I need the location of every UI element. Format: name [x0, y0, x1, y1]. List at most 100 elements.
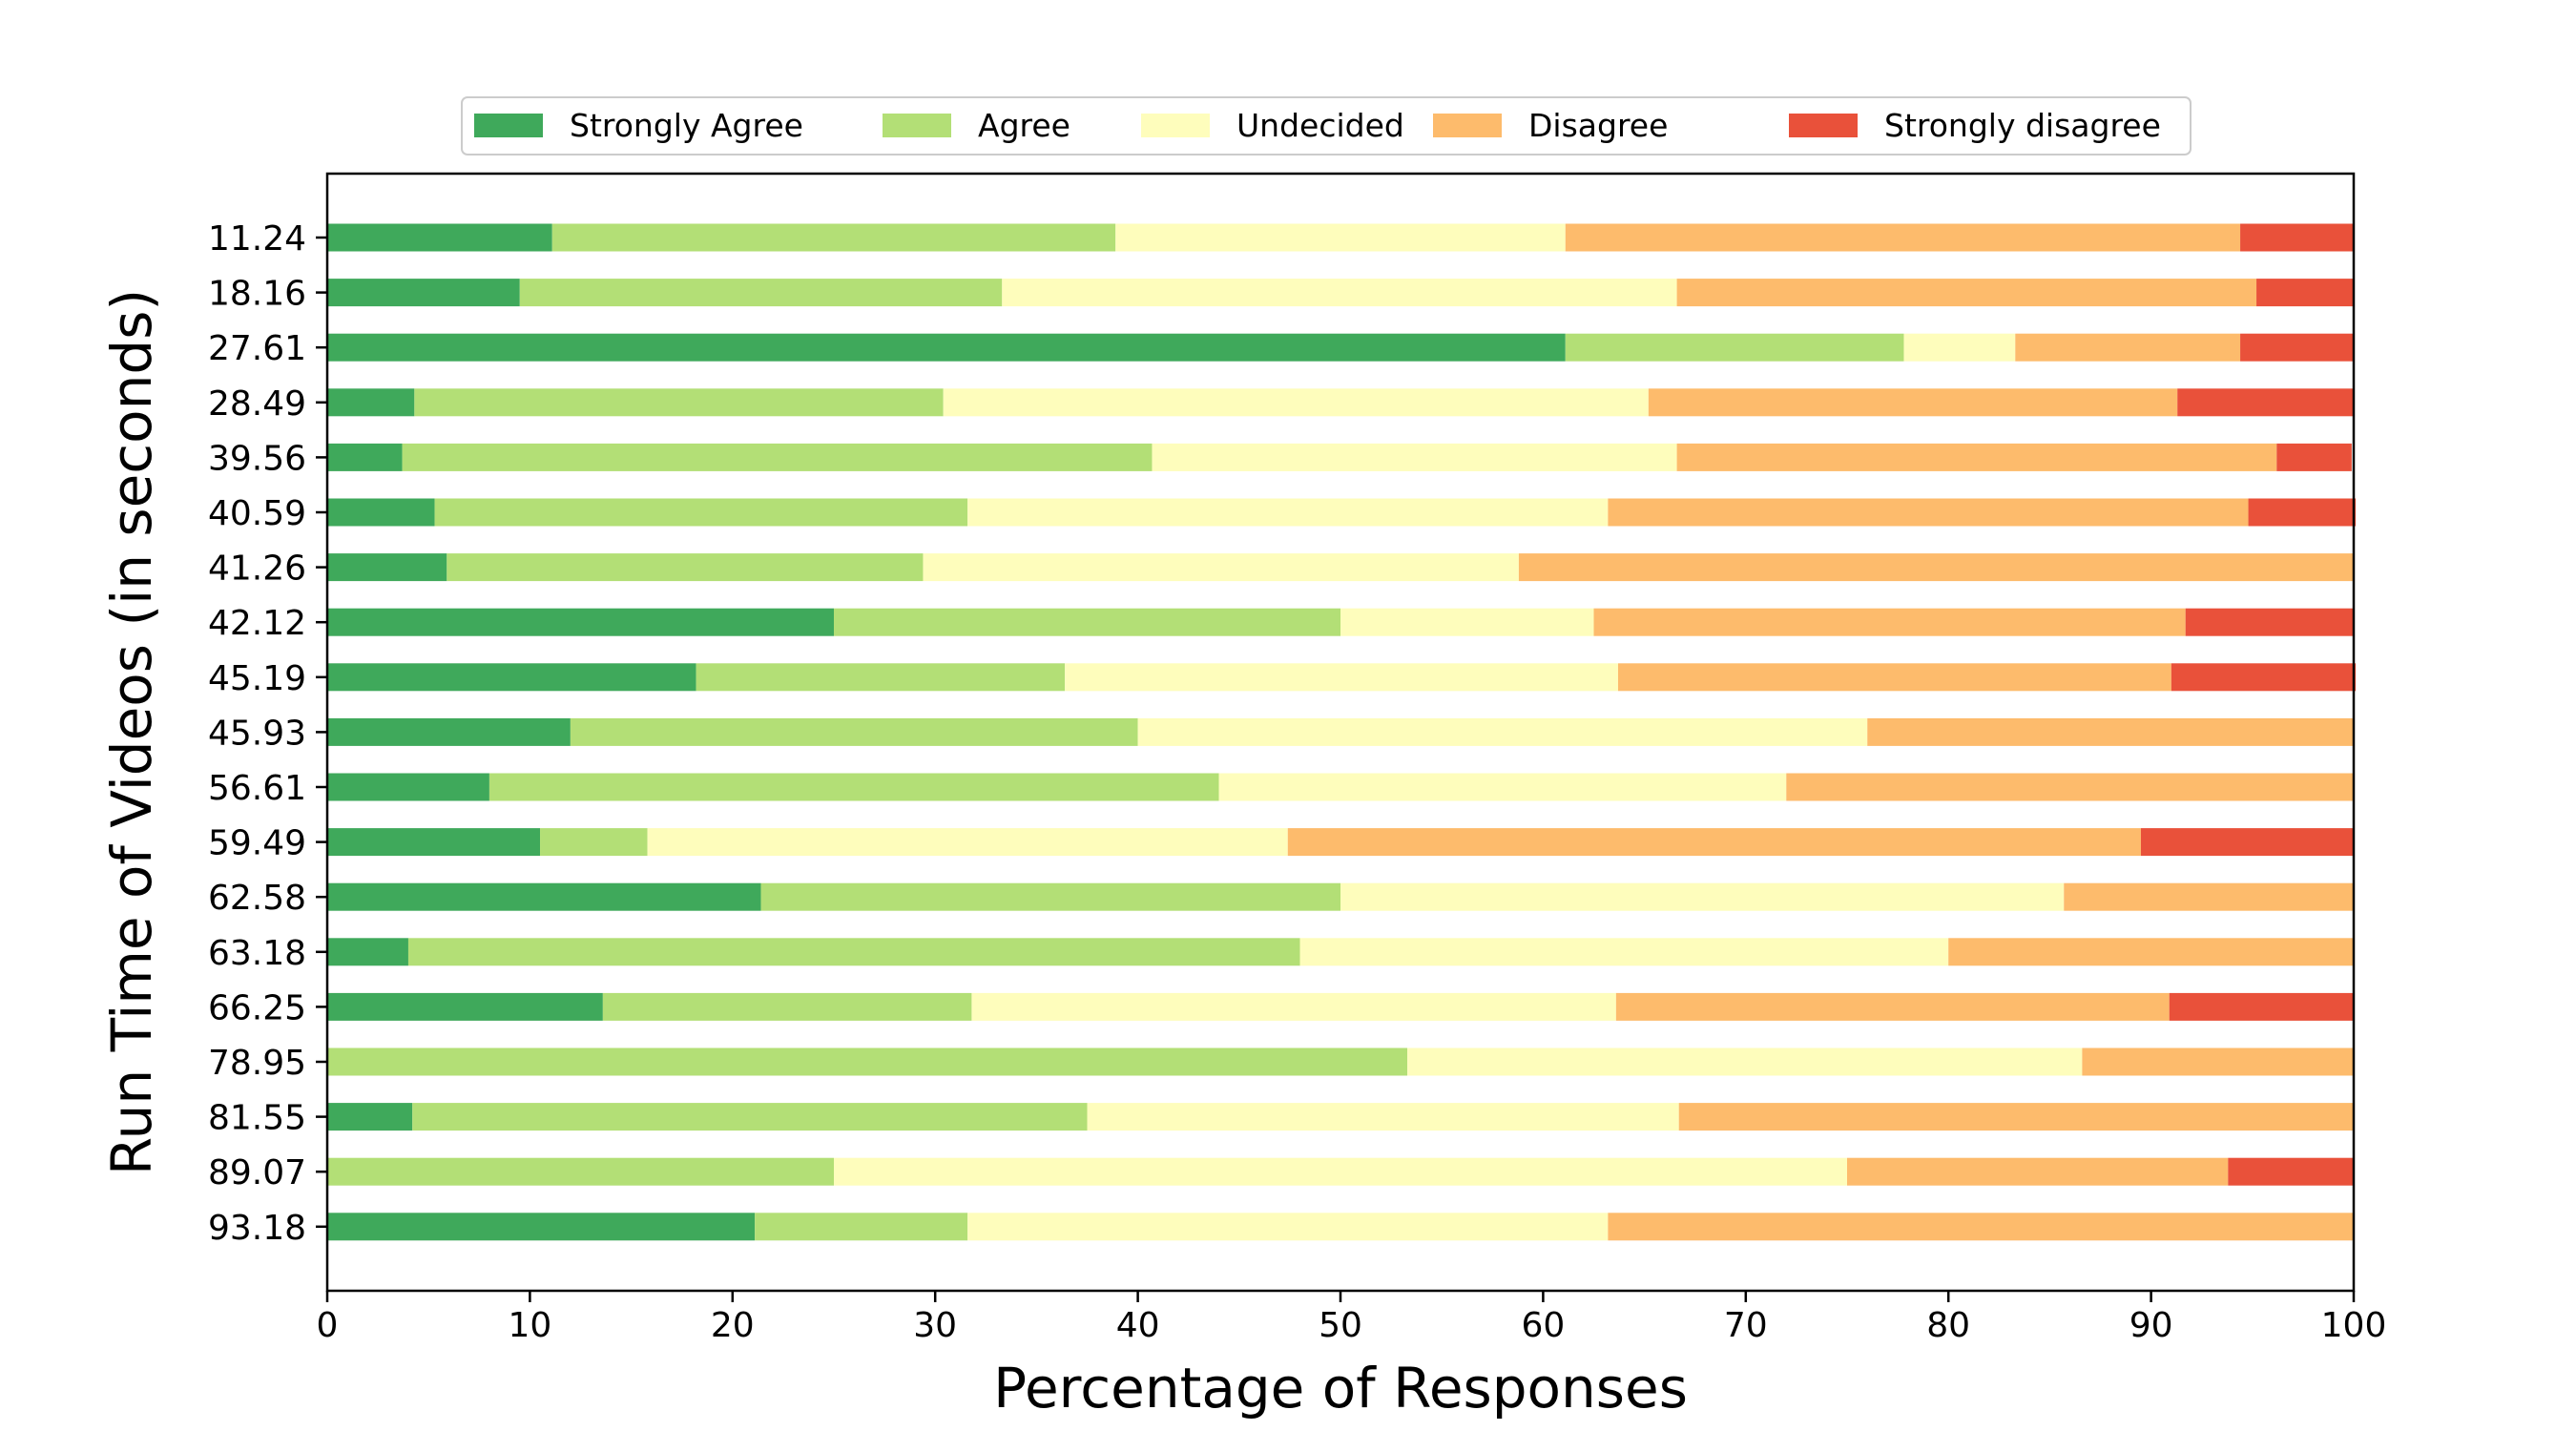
bar-segment	[327, 717, 571, 746]
y-tick-label: 42.12	[208, 604, 306, 643]
bar-segment	[1903, 333, 2016, 362]
y-tick-label: 59.49	[208, 824, 306, 863]
bar-segment	[1565, 223, 2241, 252]
x-tick-label: 90	[2129, 1306, 2173, 1345]
bar-segment	[2082, 1047, 2354, 1076]
bar-segment	[647, 828, 1288, 857]
bar-segment	[327, 773, 489, 801]
y-tick-label: 41.26	[208, 550, 306, 589]
bar-segment	[2240, 333, 2354, 362]
bar-segment	[327, 333, 1566, 362]
bar-segment	[2240, 223, 2354, 252]
y-tick-label: 93.18	[208, 1209, 306, 1248]
bar-segment	[1518, 553, 2354, 582]
bar-segment	[327, 828, 541, 857]
bar-segment	[519, 279, 1003, 307]
bar-segment	[967, 498, 1609, 527]
bar-segment	[1565, 333, 1904, 362]
bar-segment	[447, 553, 924, 582]
bar-segment	[1617, 663, 2171, 692]
bar-segment	[1065, 663, 1618, 692]
bar-segment	[1002, 279, 1677, 307]
bar-segment	[755, 1213, 968, 1241]
bar-segment	[327, 992, 603, 1021]
bar-segment	[2276, 443, 2352, 471]
bar-segment	[327, 443, 403, 471]
x-axis-ticks: 0 10 20 30 40 50 60 70 80 90 100	[317, 1291, 2386, 1345]
bar-segment	[2177, 388, 2354, 417]
x-tick-label: 20	[711, 1306, 755, 1345]
bar-segment	[834, 1157, 1847, 1186]
bar-segment	[943, 388, 1649, 417]
legend-label: Strongly Agree	[570, 107, 803, 144]
bar-segment	[696, 663, 1066, 692]
y-tick-label: 18.16	[208, 275, 306, 314]
x-tick-label: 40	[1116, 1306, 1160, 1345]
bar-segment	[327, 1103, 413, 1131]
bar-segment	[570, 717, 1138, 746]
legend-swatch	[1789, 114, 1858, 137]
bar-segment	[327, 553, 447, 582]
bar-segment	[967, 1213, 1609, 1241]
bar-segment	[2169, 992, 2354, 1021]
bar-segment	[834, 608, 1340, 636]
bar-segment	[1152, 443, 1677, 471]
legend-swatch	[474, 114, 543, 137]
y-tick-label: 27.61	[208, 329, 306, 368]
y-tick-label: 45.19	[208, 659, 306, 698]
bar-segment	[1287, 828, 2141, 857]
bar-segment	[1786, 773, 2354, 801]
bar-segment	[1087, 1103, 1679, 1131]
legend: Strongly Agree Agree Undecided Disagree Stro…	[461, 96, 2192, 156]
bar-segment	[1407, 1047, 2083, 1076]
y-tick-label: 66.25	[208, 988, 306, 1027]
bar-segment	[327, 498, 435, 527]
y-tick-label: 89.07	[208, 1153, 306, 1192]
bar-segment	[402, 443, 1153, 471]
y-tick-label: 63.18	[208, 934, 306, 973]
bar-segment	[327, 663, 696, 692]
x-tick-label: 70	[1724, 1306, 1768, 1345]
bar-segment	[1115, 223, 1566, 252]
bar-segment	[2171, 663, 2357, 692]
y-axis-ticks: 11.24 18.16 27.61 28.49 39.56 40.59 41.26 42.12…	[208, 219, 327, 1248]
legend-label: Disagree	[1528, 107, 1668, 144]
bar-segment	[2064, 882, 2354, 911]
bar-segment	[414, 388, 944, 417]
bar-segment	[1593, 608, 2186, 636]
bar-segment	[1340, 882, 2065, 911]
bar-segment	[2256, 279, 2354, 307]
bar-segment	[1678, 1103, 2354, 1131]
bar-segment	[2228, 1157, 2354, 1186]
bar-segment	[1137, 717, 1868, 746]
bar-segment	[1948, 938, 2354, 966]
legend-label: Undecided	[1236, 107, 1404, 144]
bar-segment	[488, 773, 1219, 801]
x-tick-label: 10	[508, 1306, 551, 1345]
bar-segment	[2185, 608, 2354, 636]
legend-box	[461, 96, 2192, 156]
x-tick-label: 30	[913, 1306, 957, 1345]
y-tick-label: 56.61	[208, 769, 306, 808]
bar-segment	[602, 992, 972, 1021]
bar-segment	[327, 223, 552, 252]
y-tick-label: 81.55	[208, 1099, 306, 1138]
bar-segment	[1615, 992, 2170, 1021]
bar-segment	[1847, 1157, 2229, 1186]
bar-segment	[327, 882, 761, 911]
bar-segment	[412, 1103, 1088, 1131]
y-tick-label: 62.58	[208, 879, 306, 918]
bar-segment	[2248, 498, 2357, 527]
x-axis-label: Percentage of Responses	[993, 1356, 1688, 1421]
bar-segment	[1648, 388, 2178, 417]
y-tick-label: 45.93	[208, 714, 306, 753]
bar-segment	[551, 223, 1116, 252]
x-tick-label: 60	[1521, 1306, 1565, 1345]
bar-segment	[923, 553, 1519, 582]
bars-layer	[327, 223, 2357, 1241]
bar-segment	[1676, 279, 2257, 307]
bar-segment	[1340, 608, 1594, 636]
bar-segment	[1299, 938, 1949, 966]
bar-segment	[760, 882, 1340, 911]
